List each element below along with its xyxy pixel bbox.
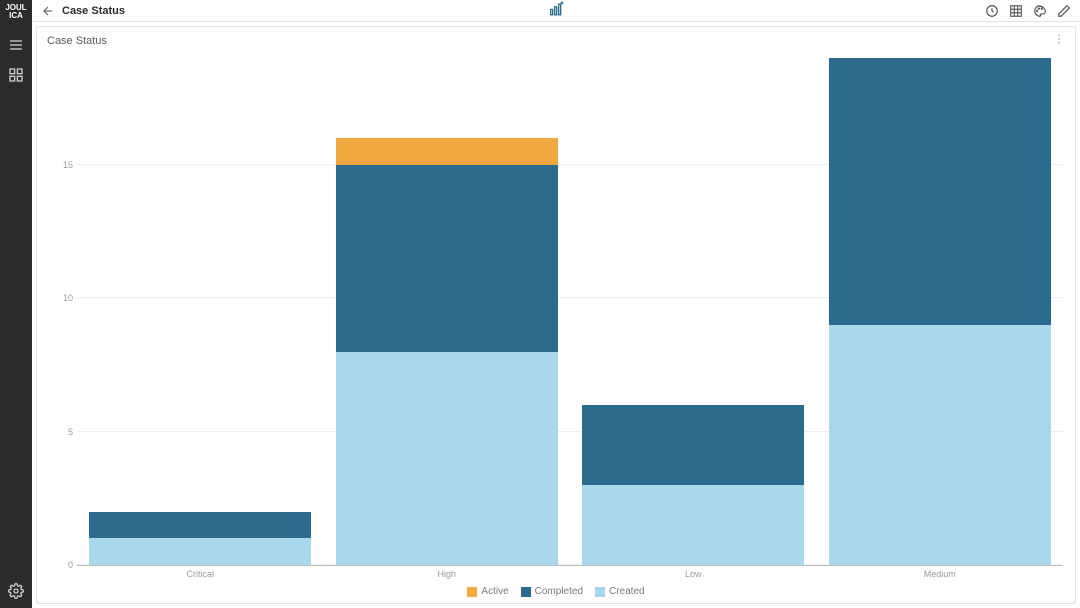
- stacked-bar[interactable]: [336, 138, 558, 565]
- dashboard-grid-icon[interactable]: [7, 66, 25, 84]
- card-more-icon[interactable]: [1053, 33, 1065, 48]
- bar-slot: Low: [570, 58, 817, 565]
- legend-swatch: [595, 587, 605, 597]
- app-logo: JOUL ICA: [0, 4, 32, 20]
- bar-slot: Critical: [77, 58, 324, 565]
- legend-item[interactable]: Created: [595, 586, 645, 597]
- legend-label: Created: [609, 586, 645, 597]
- card-title: Case Status: [47, 35, 107, 47]
- edit-pencil-icon[interactable]: [1056, 3, 1072, 19]
- legend-swatch: [521, 587, 531, 597]
- chart-plot: 051015CriticalHighLowMedium: [47, 54, 1065, 584]
- y-tick-label: 5: [53, 427, 73, 437]
- x-tick-label: Critical: [186, 569, 214, 579]
- bar-segment-completed[interactable]: [582, 405, 804, 485]
- bar-segment-completed[interactable]: [89, 512, 311, 539]
- page: Case Status Case Status: [32, 0, 1080, 608]
- bar-segment-active[interactable]: [336, 138, 558, 165]
- legend-swatch: [467, 587, 477, 597]
- bar-segment-created[interactable]: [89, 538, 311, 565]
- back-button[interactable]: [40, 3, 56, 19]
- chart-card: Case Status 051015CriticalHighLowMedium …: [36, 26, 1076, 604]
- menu-icon[interactable]: [7, 36, 25, 54]
- bar-slot: High: [324, 58, 571, 565]
- nav-rail: JOUL ICA: [0, 0, 32, 608]
- legend-item[interactable]: Completed: [521, 586, 583, 597]
- bar-segment-completed[interactable]: [336, 165, 558, 352]
- legend-item[interactable]: Active: [467, 586, 508, 597]
- bars-row: CriticalHighLowMedium: [77, 58, 1063, 565]
- chart-wrap: 051015CriticalHighLowMedium ActiveComple…: [37, 54, 1075, 603]
- workspace: Case Status 051015CriticalHighLowMedium …: [32, 22, 1080, 608]
- time-range-icon[interactable]: [984, 3, 1000, 19]
- chart-legend: Active Completed Created: [47, 584, 1065, 599]
- y-tick-label: 0: [53, 560, 73, 570]
- y-tick-label: 15: [53, 160, 73, 170]
- x-tick-label: Medium: [924, 569, 956, 579]
- x-tick-label: High: [437, 569, 456, 579]
- y-tick-label: 10: [53, 293, 73, 303]
- bar-slot: Medium: [817, 58, 1064, 565]
- legend-label: Active: [481, 586, 508, 597]
- stacked-bar[interactable]: [89, 512, 311, 565]
- stacked-bar[interactable]: [829, 58, 1051, 565]
- table-view-icon[interactable]: [1008, 3, 1024, 19]
- bar-segment-created[interactable]: [829, 325, 1051, 565]
- settings-gear-icon[interactable]: [7, 582, 25, 600]
- bar-segment-created[interactable]: [336, 352, 558, 565]
- page-title: Case Status: [62, 5, 125, 17]
- legend-label: Completed: [535, 586, 583, 597]
- bar-segment-completed[interactable]: [829, 58, 1051, 325]
- topbar: Case Status: [32, 0, 1080, 22]
- stacked-bar[interactable]: [582, 405, 804, 565]
- theme-palette-icon[interactable]: [1032, 3, 1048, 19]
- add-chart-button[interactable]: [548, 1, 564, 20]
- x-tick-label: Low: [685, 569, 702, 579]
- card-header: Case Status: [37, 27, 1075, 54]
- bar-segment-created[interactable]: [582, 485, 804, 565]
